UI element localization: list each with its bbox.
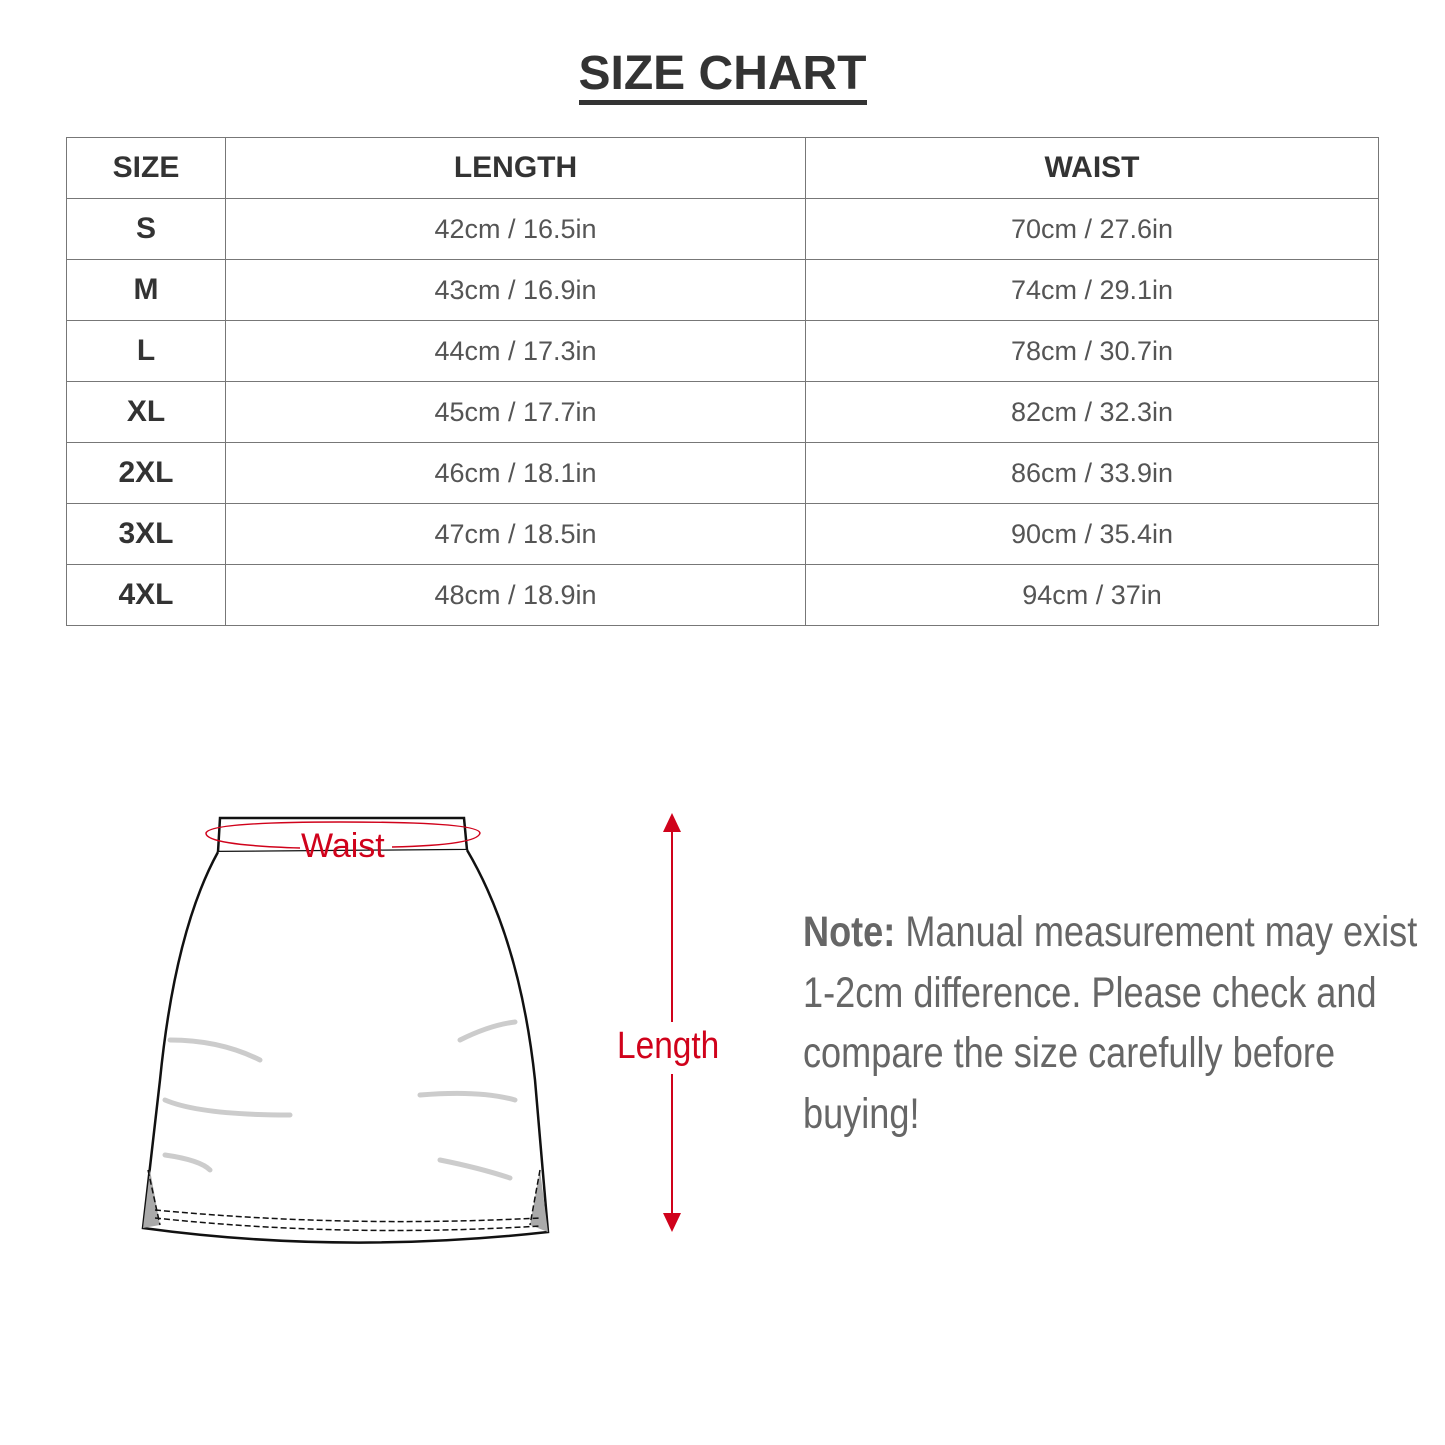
note-text: Note: Manual measurement may exist 1-2cm… bbox=[803, 902, 1425, 1144]
note-label: Note: bbox=[803, 908, 896, 956]
table-row: L 44cm / 17.3in 78cm / 30.7in bbox=[66, 320, 1379, 382]
cell-waist: 94cm / 37in bbox=[805, 564, 1379, 626]
cell-size: XL bbox=[66, 381, 226, 443]
table-row: S 42cm / 16.5in 70cm / 27.6in bbox=[66, 198, 1379, 260]
note-body: Manual measurement may exist 1-2cm diffe… bbox=[803, 908, 1418, 1138]
cell-waist: 78cm / 30.7in bbox=[805, 320, 1379, 382]
cell-size: 2XL bbox=[66, 442, 226, 504]
waist-measure-ellipse bbox=[205, 821, 481, 849]
cell-waist: 70cm / 27.6in bbox=[805, 198, 1379, 260]
table-header-row: SIZE LENGTH WAIST bbox=[66, 137, 1379, 199]
cell-waist: 82cm / 32.3in bbox=[805, 381, 1379, 443]
size-chart-title: SIZE CHART bbox=[0, 48, 1445, 105]
cell-waist: 86cm / 33.9in bbox=[805, 442, 1379, 504]
table-row: XL 45cm / 17.7in 82cm / 32.3in bbox=[66, 381, 1379, 443]
cell-length: 48cm / 18.9in bbox=[225, 564, 806, 626]
waist-label: Waist bbox=[301, 827, 385, 865]
header-waist: WAIST bbox=[805, 137, 1379, 199]
cell-length: 42cm / 16.5in bbox=[225, 198, 806, 260]
cell-size: 4XL bbox=[66, 564, 226, 626]
cell-waist: 90cm / 35.4in bbox=[805, 503, 1379, 565]
cell-size: L bbox=[66, 320, 226, 382]
length-arrow bbox=[663, 813, 681, 1232]
table-row: M 43cm / 16.9in 74cm / 29.1in bbox=[66, 259, 1379, 321]
cell-length: 45cm / 17.7in bbox=[225, 381, 806, 443]
cell-length: 43cm / 16.9in bbox=[225, 259, 806, 321]
skirt-illustration bbox=[141, 816, 550, 1244]
size-table: SIZE LENGTH WAIST S 42cm / 16.5in 70cm / 2… bbox=[66, 137, 1379, 626]
header-size: SIZE bbox=[66, 137, 226, 199]
cell-size: 3XL bbox=[66, 503, 226, 565]
table-row: 2XL 46cm / 18.1in 86cm / 33.9in bbox=[66, 442, 1379, 504]
length-label: Length bbox=[617, 1025, 720, 1067]
header-length: LENGTH bbox=[225, 137, 806, 199]
cell-length: 46cm / 18.1in bbox=[225, 442, 806, 504]
cell-waist: 74cm / 29.1in bbox=[805, 259, 1379, 321]
fabric-wrinkles bbox=[162, 1019, 518, 1181]
table-row: 4XL 48cm / 18.9in 94cm / 37in bbox=[66, 564, 1379, 626]
